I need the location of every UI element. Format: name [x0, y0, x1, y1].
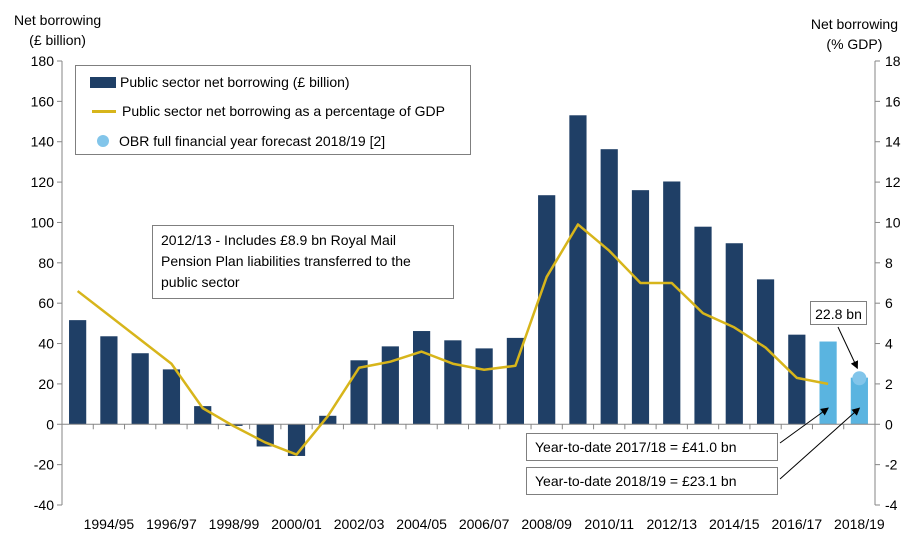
bar-2001/02: [319, 415, 337, 425]
x-tick-label: 2004/05: [396, 516, 447, 532]
bar-2008/09: [538, 195, 556, 425]
legend-line-swatch: [92, 109, 116, 113]
y-axis-right-title-line1: Net borrowing: [810, 16, 898, 32]
y-right-tick-label: 12: [885, 174, 901, 190]
bar-1994/95: [100, 336, 118, 425]
y-right-tick-label: 10: [885, 214, 901, 230]
legend-bar-swatch: [90, 76, 116, 88]
annotation-royal-mail: 2012/13 - Includes £8.9 bn Royal Mail Pe…: [152, 225, 454, 299]
forecast-point: [852, 371, 867, 386]
y-axis-right-title-line2: (% GDP): [826, 36, 883, 52]
y-axis-left-title-line2: (£ billion): [29, 32, 86, 48]
legend-label-forecast: OBR full financial year forecast 2018/19…: [119, 133, 386, 149]
y-axis-left-title: Net borrowing (£ billion): [14, 10, 101, 50]
x-tick-label: 2014/15: [709, 516, 760, 532]
y-right-tick-label: 6: [885, 295, 893, 311]
y-right-tick-label: 16: [885, 93, 901, 109]
y-left-tick-label: -40: [34, 497, 54, 513]
bar-2015/16: [756, 279, 775, 425]
chart-legend: Public sector net borrowing (£ billion) …: [75, 65, 471, 155]
arrow-forecast: [837, 326, 859, 370]
y-left-tick-label: 40: [38, 336, 54, 352]
x-tick-label: 1998/99: [209, 516, 260, 532]
y-left-tick-label: 100: [31, 214, 55, 230]
x-tick-label: 2006/07: [459, 516, 510, 532]
legend-item-bars: Public sector net borrowing (£ billion): [90, 73, 350, 91]
y-left-tick-label: 180: [31, 53, 55, 69]
x-tick-label: 2000/01: [271, 516, 322, 532]
legend-dot-swatch: [97, 135, 109, 147]
bar-2013/14: [694, 226, 712, 425]
y-left-tick-label: 160: [31, 93, 55, 109]
annotation-ytd-2017-18: Year-to-date 2017/18 = £41.0 bn: [526, 433, 778, 461]
y-left-tick-label: 140: [31, 134, 55, 150]
y-right-tick-label: 2: [885, 376, 893, 392]
y-left-tick-label: -20: [34, 457, 54, 473]
bar-1996/97: [162, 369, 181, 425]
bar-2003/04: [381, 346, 399, 425]
x-tick-label: 1996/97: [146, 516, 197, 532]
bar-1995/96: [131, 353, 149, 425]
bar-2004/05: [412, 331, 431, 425]
bar-2014/15: [725, 243, 743, 425]
bar-2011/12: [631, 190, 650, 425]
legend-item-line: Public sector net borrowing as a percent…: [90, 102, 445, 120]
y-axis-left-title-line1: Net borrowing: [14, 12, 102, 28]
pct-gdp-line: [76, 223, 829, 456]
y-right-tick-label: 14: [885, 134, 901, 150]
bar-2010/11: [600, 149, 618, 425]
y-axis-right-title: Net borrowing (% GDP): [811, 14, 898, 54]
legend-label-line: Public sector net borrowing as a percent…: [122, 103, 445, 119]
y-right-tick-label: -4: [885, 497, 898, 513]
y-right-tick-label: -2: [885, 457, 898, 473]
x-tick-label: 1994/95: [84, 516, 135, 532]
bar-2005/06: [444, 340, 462, 425]
legend-label-bars: Public sector net borrowing (£ billion): [120, 74, 350, 90]
bar-1993/94: [69, 320, 87, 425]
x-tick-label: 2002/03: [334, 516, 385, 532]
y-right-tick-label: 18: [885, 53, 901, 69]
arrow-ytd-2018-19: [779, 407, 861, 480]
bar-2016/17: [788, 334, 806, 425]
y-right-tick-label: 0: [885, 416, 893, 432]
bar-2006/07: [475, 348, 493, 425]
y-left-tick-label: 80: [38, 255, 54, 271]
y-left-tick-label: 120: [31, 174, 55, 190]
annotation-ytd-2018-19: Year-to-date 2018/19 = £23.1 bn: [526, 467, 778, 495]
y-right-tick-label: 4: [885, 336, 893, 352]
legend-item-forecast: OBR full financial year forecast 2018/19…: [90, 132, 385, 150]
arrow-ytd-2017-18: [779, 407, 829, 444]
bar-2007/08: [506, 337, 525, 425]
y-left-tick-label: 60: [38, 295, 54, 311]
annotation-forecast-value: 22.8 bn: [810, 301, 867, 325]
x-tick-label: 2016/17: [772, 516, 823, 532]
y-left-tick-label: 0: [46, 416, 54, 432]
x-tick-label: 2010/11: [584, 516, 634, 532]
x-tick-label: 2008/09: [521, 516, 572, 532]
y-left-tick-label: 20: [38, 376, 54, 392]
x-tick-label: 2018/19: [834, 516, 885, 532]
bar-2012/13: [663, 181, 681, 425]
x-tick-label: 2012/13: [646, 516, 697, 532]
bar-2009/10: [569, 115, 587, 425]
y-right-tick-label: 8: [885, 255, 893, 271]
